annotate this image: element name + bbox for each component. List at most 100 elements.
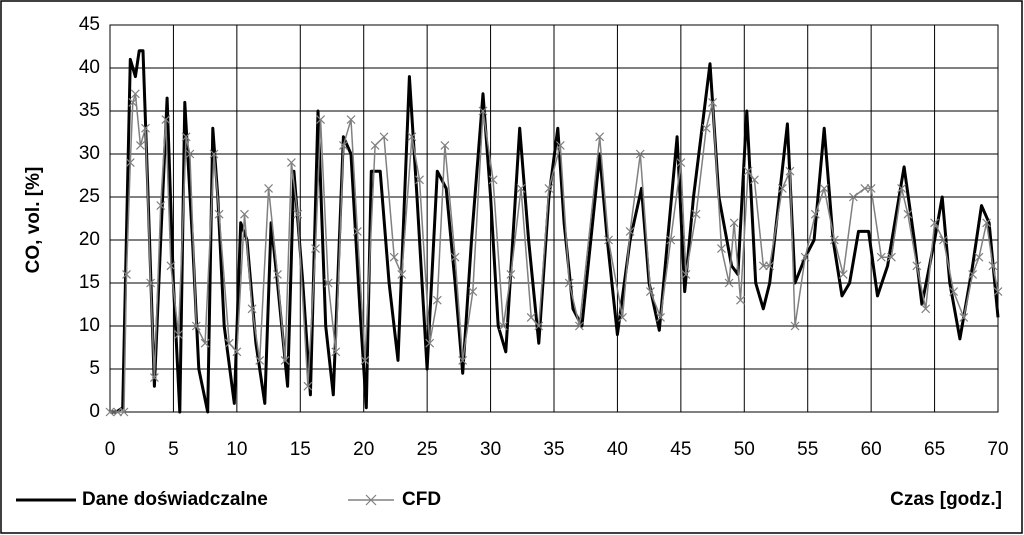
marker [819,183,829,193]
x-tick-label: 70 [987,439,1008,460]
x-tick-label: 20 [353,439,374,460]
marker [708,97,717,107]
marker [156,201,166,211]
y-tick-label: 30 [79,143,100,164]
marker [866,183,876,193]
marker [303,381,313,391]
marker [185,149,195,159]
marker [645,287,655,297]
marker [691,209,701,219]
marker [887,252,896,262]
marker [311,244,320,254]
y-tick-label: 20 [79,229,100,250]
marker [988,261,998,271]
marker [128,97,138,107]
marker [729,218,739,228]
x-tick-label: 60 [861,439,882,460]
marker [316,115,326,125]
y-tick-label: 45 [79,14,100,35]
marker [829,235,839,245]
marker [200,338,210,348]
marker [136,140,145,150]
marker [191,321,201,331]
marker [982,218,992,228]
marker [939,235,948,245]
marker [224,338,234,348]
marker [897,183,907,193]
marker [903,209,913,219]
marker [458,355,468,365]
marker [743,166,753,176]
marker [555,140,565,150]
legend-label: Dane doświadczalne [82,489,268,510]
marker [785,166,795,176]
marker [949,287,959,297]
marker [564,278,574,288]
x-tick-label: 10 [226,439,247,460]
y-axis-label: CO, vol. [%] [23,167,44,274]
marker [247,304,257,314]
marker [352,226,362,236]
marker [407,132,417,142]
x-tick-label: 45 [670,439,691,460]
x-tick-label: 40 [607,439,628,460]
y-tick-label: 15 [79,272,100,293]
series-line [110,93,999,413]
marker [810,209,820,219]
marker [105,407,115,417]
marker [993,287,1003,297]
marker [166,261,176,271]
marker [425,338,435,348]
marker [331,347,341,357]
marker [959,312,969,322]
marker [750,175,759,185]
marker [181,132,191,142]
marker [370,140,380,150]
marker [130,89,140,99]
marker [397,269,407,279]
marker [666,235,676,245]
marker [506,269,516,279]
marker [323,278,333,288]
marker [736,295,745,305]
marker [604,235,613,245]
marker [255,355,265,365]
marker [876,252,886,262]
marker [790,321,800,331]
x-tick-label: 55 [797,439,818,460]
marker [758,261,768,271]
marker [717,244,726,254]
marker [273,269,282,279]
marker [379,132,389,142]
marker [544,183,554,193]
x-tick-label: 0 [105,439,116,460]
marker [618,312,627,322]
marker [724,278,734,288]
marker [921,304,931,314]
marker [360,355,370,365]
marker [122,269,131,279]
marker [113,407,123,417]
marker [125,158,135,168]
marker [141,123,150,133]
legend-marker [365,494,377,506]
marker [800,252,810,262]
marker [574,321,584,331]
x-tick-label: 50 [734,439,755,460]
marker [119,407,129,417]
marker [293,209,303,219]
marker [625,226,635,236]
marker [516,183,526,193]
legend-label: CFD [402,489,441,510]
marker [415,175,424,185]
marker [440,140,450,150]
marker [701,123,711,133]
y-tick-label: 35 [79,100,100,121]
x-tick-label: 65 [924,439,945,460]
marker [174,330,183,340]
marker [656,312,665,322]
y-tick-label: 10 [79,315,100,336]
marker [232,347,242,357]
marker [912,261,922,271]
series-line [110,49,1000,414]
